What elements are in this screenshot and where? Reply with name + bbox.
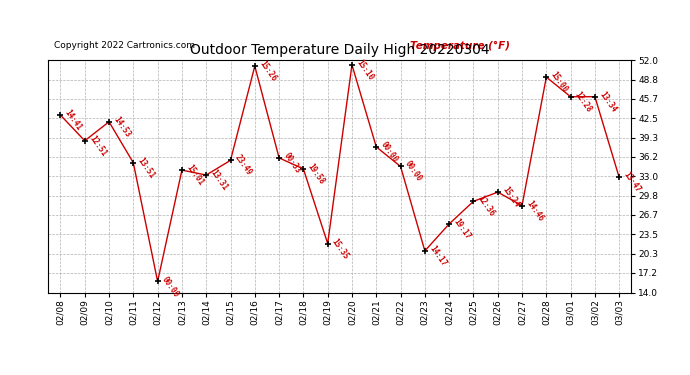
- Text: 19:58: 19:58: [306, 162, 326, 186]
- Text: 14:17: 14:17: [427, 244, 448, 268]
- Text: 00:00: 00:00: [160, 274, 181, 298]
- Text: 12:51: 12:51: [87, 134, 108, 158]
- Text: 15:24: 15:24: [500, 185, 521, 209]
- Text: 12:36: 12:36: [476, 194, 497, 219]
- Text: 13:34: 13:34: [598, 90, 618, 114]
- Text: 15:35: 15:35: [330, 237, 351, 261]
- Text: 00:00: 00:00: [379, 140, 400, 164]
- Text: 15:10: 15:10: [355, 58, 375, 82]
- Text: 13:51: 13:51: [136, 156, 157, 180]
- Title: Outdoor Temperature Daily High 20220304: Outdoor Temperature Daily High 20220304: [190, 44, 490, 57]
- Text: 14:53: 14:53: [112, 115, 132, 139]
- Text: 14:41: 14:41: [63, 108, 83, 132]
- Text: 14:46: 14:46: [524, 199, 545, 223]
- Text: 13:47: 13:47: [622, 171, 642, 195]
- Text: 23:49: 23:49: [233, 153, 253, 177]
- Text: Temperature (°F): Temperature (°F): [410, 41, 510, 51]
- Text: 15:26: 15:26: [257, 59, 278, 83]
- Text: 19:17: 19:17: [451, 217, 472, 241]
- Text: 15:01: 15:01: [184, 163, 205, 187]
- Text: 15:00: 15:00: [549, 70, 569, 94]
- Text: 00:33: 00:33: [282, 151, 302, 175]
- Text: Copyright 2022 Cartronics.com: Copyright 2022 Cartronics.com: [54, 41, 195, 50]
- Text: 13:31: 13:31: [208, 168, 229, 192]
- Text: 00:00: 00:00: [403, 159, 424, 184]
- Text: 12:28: 12:28: [573, 90, 593, 114]
